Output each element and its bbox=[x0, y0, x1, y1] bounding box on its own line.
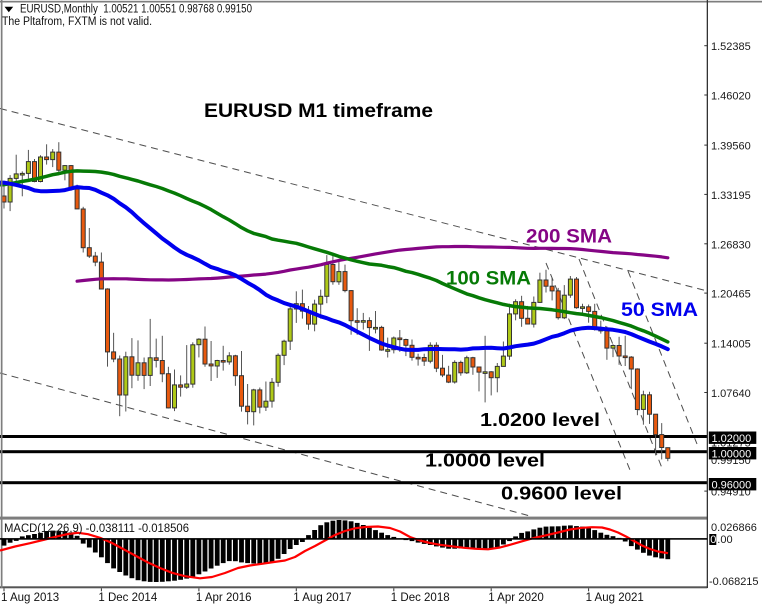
svg-text:100 SMA: 100 SMA bbox=[446, 269, 531, 290]
svg-text:.00: .00 bbox=[717, 534, 732, 546]
svg-text:1.0200 level: 1.0200 level bbox=[480, 409, 600, 430]
svg-text:1 Apr 2020: 1 Apr 2020 bbox=[488, 592, 544, 604]
svg-text:1.52385: 1.52385 bbox=[711, 41, 751, 53]
svg-text:0.026866: 0.026866 bbox=[711, 522, 757, 534]
svg-text:MACD(12,26,9) -0.038111 -0.018: MACD(12,26,9) -0.038111 -0.018506 bbox=[4, 523, 189, 535]
svg-text:1 Aug 2013: 1 Aug 2013 bbox=[1, 592, 59, 604]
svg-text:1.46020: 1.46020 bbox=[711, 91, 751, 103]
svg-text:1.20465: 1.20465 bbox=[711, 289, 751, 301]
svg-text:EURUSD M1 timeframe: EURUSD M1 timeframe bbox=[204, 100, 433, 122]
svg-text:1 Dec 2018: 1 Dec 2018 bbox=[391, 592, 450, 604]
svg-text:1 Apr 2016: 1 Apr 2016 bbox=[196, 592, 252, 604]
svg-text:EURUSD,Monthly 1.00521 1.0055: EURUSD,Monthly 1.00521 1.00551 0.98768 0… bbox=[20, 4, 252, 16]
svg-text:1.00000: 1.00000 bbox=[712, 448, 752, 460]
svg-text:0.9600 level: 0.9600 level bbox=[501, 483, 622, 504]
svg-text:1.02000: 1.02000 bbox=[712, 433, 752, 445]
svg-text:200 SMA: 200 SMA bbox=[526, 227, 612, 248]
svg-text:1 Aug 2017: 1 Aug 2017 bbox=[293, 592, 351, 604]
svg-text:The Pltafrom, FXTM is not vali: The Pltafrom, FXTM is not valid. bbox=[2, 16, 152, 28]
svg-text:1.0000 level: 1.0000 level bbox=[425, 450, 545, 471]
svg-text:1.26830: 1.26830 bbox=[711, 239, 751, 251]
svg-text:1.39560: 1.39560 bbox=[711, 141, 751, 153]
svg-text:50 SMA: 50 SMA bbox=[621, 300, 698, 321]
svg-text:1.07640: 1.07640 bbox=[711, 388, 751, 400]
svg-text:1.33195: 1.33195 bbox=[711, 190, 751, 202]
svg-text:1.14005: 1.14005 bbox=[711, 339, 751, 351]
svg-text:-0.068215: -0.068215 bbox=[709, 576, 759, 588]
svg-text:0: 0 bbox=[710, 534, 716, 546]
svg-text:1 Aug 2021: 1 Aug 2021 bbox=[586, 592, 644, 604]
svg-text:1 Dec 2014: 1 Dec 2014 bbox=[98, 592, 157, 604]
svg-text:0.96000: 0.96000 bbox=[712, 479, 752, 491]
